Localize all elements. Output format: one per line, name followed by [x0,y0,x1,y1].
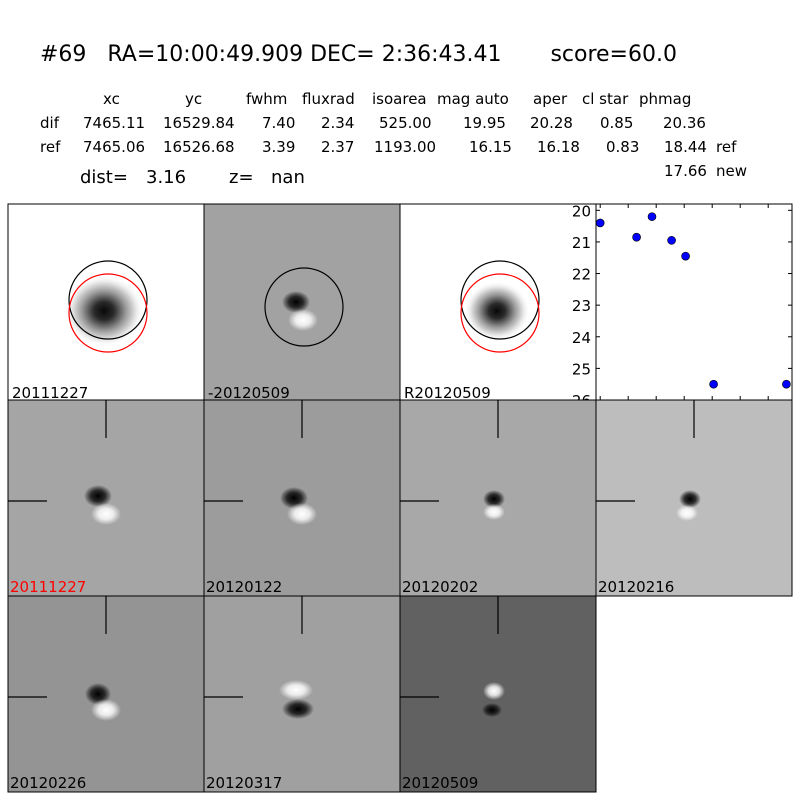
panel-label: -20120509 [208,384,290,402]
panel-label: 20120122 [206,578,282,596]
panel-label: 20120202 [402,578,478,596]
cell: 7465.11 [83,114,146,132]
panel-label: R20120509 [404,384,491,402]
panel-label: 20120509 [402,774,478,792]
panel-epoch: 20120122 [203,399,401,597]
cell: 20.28 [530,114,573,132]
data-point [595,218,605,228]
data-point [782,379,791,389]
y-tick-label: 21 [572,234,591,252]
y-tick-label: 25 [572,360,591,378]
cell: 16.15 [469,138,512,156]
cell: 3.39 [262,138,296,156]
y-tick-label: 22 [572,266,591,284]
panel-new-reference: R20120509 [399,203,597,402]
cell: 7465.06 [83,138,146,156]
panel-epoch: 20120509 [399,595,597,793]
star-blob [64,275,144,347]
panel-epoch: 20120317 [203,595,401,793]
col-isoarea: isoarea [372,90,427,108]
new-phmag: 17.66 [664,162,707,180]
light-curve-chart: 20212223242526020406080100120 [572,202,793,421]
bright-lobe [288,309,318,331]
cell: 16529.84 [163,114,235,132]
panel-label: 20111227 [12,384,88,402]
z-value: nan [271,167,305,188]
row-label: dif [40,114,59,132]
panel-reference: 20111227 [7,203,205,402]
cell: 19.95 [463,114,506,132]
col-fluxrad: fluxrad [302,90,355,108]
dist-value: 3.16 [146,167,187,188]
cell: 20.36 [663,114,706,132]
z-label: z= [229,167,254,188]
data-point [647,212,657,221]
panel-label: 20120317 [206,774,282,792]
col-fwhm: fwhm [246,90,288,108]
y-tick-label: 23 [572,297,591,315]
data-point [667,236,676,245]
cell: 0.85 [600,114,634,132]
aperture-circle [68,273,148,353]
cell: 525.00 [379,114,432,132]
panel-label: 20120216 [598,578,674,596]
cell: 0.83 [606,138,640,156]
cell: 2.37 [321,138,355,156]
panel-epoch: 20120202 [399,399,597,597]
data-point [681,251,690,261]
chart-frame [595,203,793,401]
panel-epoch: 20111227 [7,399,205,597]
cell: 18.44 [664,138,707,156]
cell: 16.18 [537,138,580,156]
aperture-circle [460,273,540,353]
data-point [709,379,718,389]
aperture-circle [460,260,540,340]
aperture-circle [264,267,344,347]
new-label: new [716,162,748,180]
row-suffix: ref [716,138,737,156]
panel-epoch: 20120226 [7,595,205,793]
cell: 7.40 [262,114,296,132]
cell: 16526.68 [163,138,235,156]
dist-label: dist= [80,167,128,188]
y-tick-label: 24 [572,329,591,347]
col-xc: xc [103,90,120,108]
col-yc: yc [185,90,203,108]
y-tick-label: 20 [572,202,591,220]
star-blob [464,281,530,341]
col-cl-star: cl star [582,90,629,108]
aperture-circle [68,260,148,340]
cell: 2.34 [321,114,355,132]
dark-lobe [282,291,310,313]
col-phmag: phmag [639,90,692,108]
page-title: #69 RA=10:00:49.909 DEC= 2:36:43.41 scor… [40,42,677,67]
cell: 1193.00 [374,138,437,156]
data-point [632,232,641,242]
panel-difference: -20120509 [203,203,401,402]
panel-epoch: 20120216 [595,399,793,597]
col-aper: aper [533,90,568,108]
panel-label: 20120226 [10,774,86,792]
row-label: ref [40,138,61,156]
col-mag-auto: mag auto [437,90,509,108]
panel-label: 20111227 [10,578,86,596]
